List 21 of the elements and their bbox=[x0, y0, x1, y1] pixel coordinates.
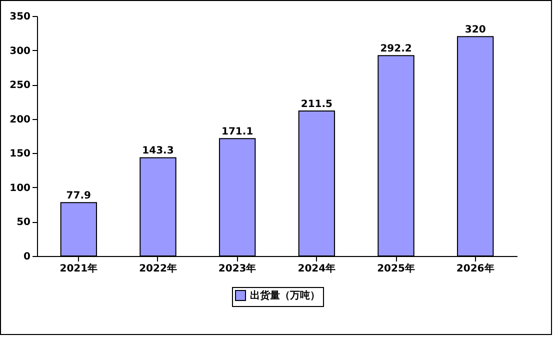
y-tick-label: 200 bbox=[10, 114, 31, 126]
x-tick-label: 2021年 bbox=[60, 262, 98, 274]
y-tick-label: 0 bbox=[24, 252, 31, 262]
data-label: 171.1 bbox=[222, 126, 254, 138]
x-tick-label: 2026年 bbox=[456, 262, 494, 274]
y-tick-label: 50 bbox=[16, 217, 31, 228]
data-label: 320 bbox=[464, 24, 486, 36]
x-tick-label: 2024年 bbox=[298, 262, 336, 274]
y-tick-label: 150 bbox=[10, 148, 31, 160]
data-label: 211.5 bbox=[300, 98, 333, 110]
x-tick-label: 2025年 bbox=[377, 262, 415, 274]
data-label: 143.3 bbox=[142, 146, 174, 157]
legend-label: 出货量（万吨） bbox=[250, 290, 320, 302]
y-tick-label: 250 bbox=[10, 80, 31, 92]
data-label: 77.9 bbox=[66, 190, 92, 202]
data-label: 292.2 bbox=[380, 44, 412, 55]
y-tick-label: 300 bbox=[10, 46, 31, 57]
x-tick-label: 2023年 bbox=[218, 262, 256, 274]
y-tick-label: 350 bbox=[10, 12, 31, 22]
y-tick-label: 100 bbox=[10, 182, 31, 194]
x-tick-label: 2022年 bbox=[139, 262, 177, 274]
